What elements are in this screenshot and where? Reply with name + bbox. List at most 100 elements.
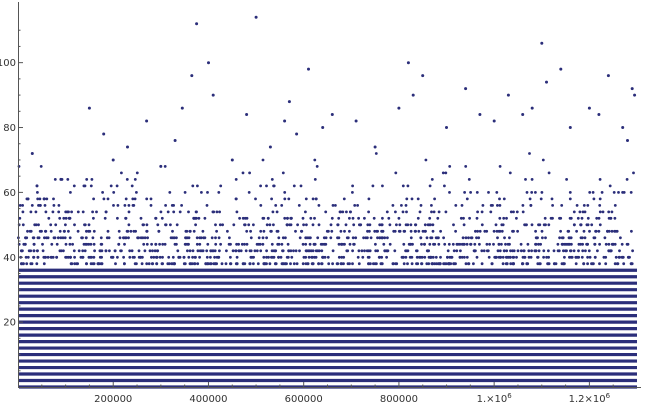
data-point-outlier [530, 106, 534, 110]
data-point [480, 223, 484, 227]
data-point [406, 249, 410, 253]
data-point [433, 262, 436, 266]
data-point [313, 255, 316, 259]
data-point [137, 249, 141, 253]
data-point [317, 204, 321, 207]
data-point [477, 236, 481, 240]
data-point [497, 255, 501, 259]
data-point-outlier [283, 119, 287, 123]
data-point [193, 216, 197, 220]
data-point [424, 158, 428, 162]
data-point [613, 216, 617, 220]
data-point [284, 236, 287, 240]
data-point [529, 204, 533, 207]
data-point [55, 255, 59, 259]
data-point [277, 255, 280, 259]
data-point [201, 229, 205, 233]
data-point [349, 210, 352, 214]
data-point-outlier [621, 126, 625, 129]
data-point [261, 158, 265, 162]
data-point-outlier [411, 93, 415, 97]
data-point [428, 216, 432, 220]
data-point-outlier [211, 93, 215, 97]
data-point [528, 152, 531, 155]
data-point [568, 216, 572, 220]
data-point [404, 204, 408, 207]
data-point [300, 229, 303, 233]
data-point [92, 197, 95, 201]
data-point [32, 255, 36, 259]
data-point-outlier [354, 119, 358, 123]
data-point [275, 210, 279, 214]
data-point [454, 262, 457, 266]
data-point [335, 262, 339, 266]
data-point [304, 262, 308, 266]
data-point-outlier [35, 184, 39, 188]
data-point [385, 255, 388, 259]
data-point [610, 210, 614, 214]
data-point [560, 204, 564, 207]
data-point [124, 216, 128, 220]
data-point [325, 229, 329, 233]
data-point [595, 216, 599, 220]
data-point-outlier [559, 67, 563, 71]
data-point-outlier [59, 177, 63, 181]
data-point [171, 236, 175, 240]
data-point [170, 204, 174, 207]
data-point [261, 236, 265, 240]
data-point [402, 262, 406, 266]
data-point [353, 204, 357, 207]
data-point [252, 262, 255, 266]
data-point [593, 242, 597, 246]
data-point [337, 242, 341, 246]
data-point [58, 229, 62, 233]
data-point [241, 216, 245, 220]
data-point [622, 262, 626, 266]
data-point [141, 223, 145, 227]
data-point [265, 223, 269, 227]
data-point [598, 197, 602, 201]
data-point [414, 229, 417, 233]
data-point [315, 165, 319, 168]
data-point [196, 184, 199, 188]
data-point [218, 210, 222, 214]
data-point [630, 262, 634, 266]
data-point [360, 249, 364, 253]
data-point [556, 242, 560, 246]
data-point [496, 249, 500, 253]
data-point [538, 262, 542, 266]
data-point [444, 210, 448, 214]
data-point [629, 191, 633, 194]
data-point [247, 223, 251, 227]
data-point [579, 223, 583, 227]
data-point [618, 249, 621, 253]
data-point [588, 229, 591, 233]
data-point [157, 229, 161, 233]
data-point [417, 229, 421, 233]
data-point [573, 223, 576, 227]
data-point [561, 236, 565, 240]
data-point [622, 191, 626, 194]
data-point [58, 216, 62, 220]
data-point [41, 249, 45, 253]
data-point [191, 249, 195, 253]
data-point [447, 242, 451, 246]
data-point [452, 249, 456, 253]
data-point [145, 223, 149, 227]
data-point [36, 255, 40, 259]
data-point-outlier [42, 197, 46, 201]
data-point-outlier [633, 93, 637, 97]
data-point [92, 216, 95, 220]
data-point [431, 229, 435, 233]
data-point [270, 178, 274, 181]
data-point-outlier [111, 158, 115, 162]
data-point [504, 242, 507, 246]
data-point [475, 216, 479, 220]
data-point [372, 216, 376, 220]
data-point [277, 242, 281, 246]
data-point [90, 178, 94, 181]
data-point [92, 262, 96, 266]
data-point [289, 249, 293, 253]
data-point [565, 178, 568, 181]
data-point [270, 242, 274, 246]
